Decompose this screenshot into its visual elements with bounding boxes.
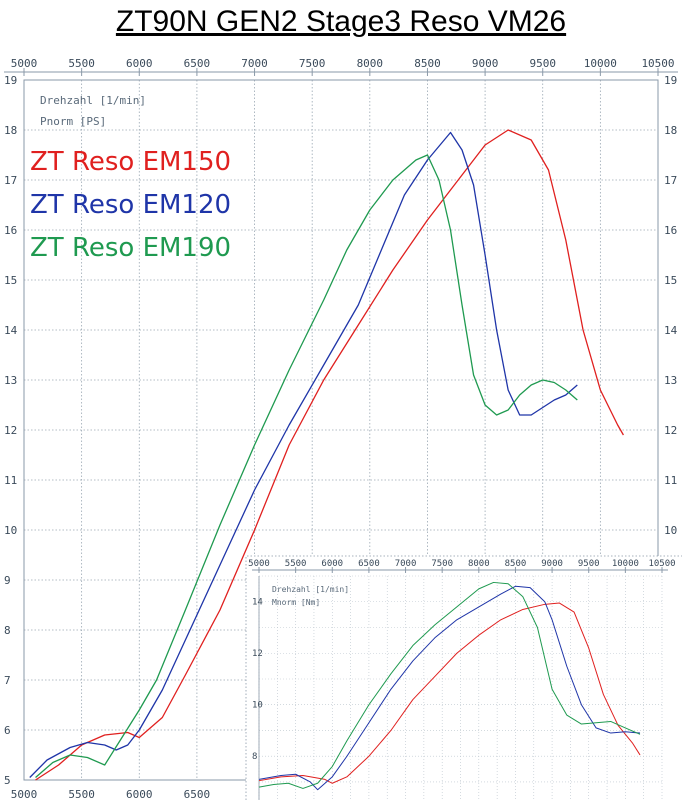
x-tick-label-top: 9500	[529, 57, 556, 70]
y-tick-label-right: 10	[664, 524, 677, 537]
inset-y-tick-label: 8	[252, 752, 257, 762]
inset-x-tick-label: 6500	[358, 559, 380, 569]
x-tick-label-top: 6000	[126, 57, 153, 70]
y-tick-label-left: 7	[4, 674, 11, 687]
inset-x-tick-label: 7500	[431, 559, 453, 569]
inset-y-tick-label: 14	[252, 598, 263, 608]
inset-x-tick-label: 10000	[612, 559, 639, 569]
x-tick-label-top: 8000	[357, 57, 384, 70]
x-tick-label-top: 7500	[299, 57, 326, 70]
inset-y-tick-label: 12	[252, 649, 263, 659]
legend-entry-1: ZT Reso EM150	[30, 147, 231, 177]
x-tick-label-bottom: 5000	[11, 788, 38, 800]
power-series-line-1	[35, 129, 624, 781]
power-chart: 5000 5500 6000 6500 7000 7500 8000 8500 9000 9500…	[4, 57, 678, 800]
torque-series-line-2	[258, 585, 641, 791]
y-tick-label-left: 18	[4, 124, 17, 137]
y-axis-label: Pnorm [PS]	[40, 115, 106, 128]
y-tick-label-left: 8	[4, 624, 11, 637]
inset-y-axis-label: Mnorm [Nm]	[272, 598, 320, 607]
x-tick-label-top: 9000	[472, 57, 499, 70]
y-tick-label-right: 11	[664, 474, 677, 487]
inset-x-tick-label: 7000	[395, 559, 417, 569]
y-tick-label-left: 6	[4, 724, 11, 737]
y-tick-label-left: 16	[4, 224, 17, 237]
x-tick-label-top: 8500	[414, 57, 441, 70]
y-tick-label-left: 19	[4, 74, 17, 87]
power-series-line-3	[35, 154, 578, 778]
x-tick-label-top: 5500	[68, 57, 95, 70]
legend-entry-2: ZT Reso EM120	[30, 190, 231, 220]
y-tick-label-left: 13	[4, 374, 17, 387]
y-tick-label-right: 18	[664, 124, 677, 137]
y-tick-label-left: 17	[4, 174, 17, 187]
torque-series-line-3	[258, 581, 641, 789]
y-tick-label-left: 11	[4, 474, 17, 487]
x-tick-label-bottom: 6500	[184, 788, 211, 800]
x-tick-label-bottom: 6000	[126, 788, 153, 800]
y-tick-label-right: 13	[664, 374, 677, 387]
y-tick-label-left: 14	[4, 324, 18, 337]
x-axis-label: Drehzahl [1/min]	[40, 94, 146, 107]
inset-x-tick-label: 9000	[541, 559, 563, 569]
x-tick-label-top: 10000	[584, 57, 617, 70]
x-tick-label-top: 10500	[641, 57, 674, 70]
torque-series-line-1	[258, 602, 641, 784]
x-tick-label-top: 7000	[241, 57, 268, 70]
inset-x-tick-label: 8000	[468, 559, 490, 569]
legend-entry-3: ZT Reso EM190	[30, 233, 231, 263]
inset-background	[246, 556, 682, 800]
inset-x-tick-label: 10500	[648, 559, 675, 569]
inset-y-tick-label: 10	[252, 701, 263, 711]
inset-x-tick-label: 8500	[505, 559, 527, 569]
inset-x-tick-label: 9500	[578, 559, 600, 569]
torque-inset-chart: 5000 5500 6000 6500 7000 7500 8000 8500 9000 9500…	[245, 555, 682, 800]
y-tick-label-left: 5	[4, 774, 11, 787]
y-tick-label-right: 19	[664, 74, 677, 87]
inset-x-tick-label: 5000	[248, 559, 270, 569]
y-tick-label-right: 12	[664, 424, 677, 437]
y-tick-label-right: 16	[664, 224, 677, 237]
inset-x-tick-label: 6000	[321, 559, 343, 569]
inset-outline	[245, 555, 682, 800]
y-tick-label-right: 17	[664, 174, 677, 187]
x-tick-label-top: 5000	[11, 57, 38, 70]
x-tick-label-top: 6500	[184, 57, 211, 70]
inset-x-axis-label: Drehzahl [1/min]	[272, 585, 349, 594]
y-tick-label-left: 9	[4, 574, 11, 587]
x-tick-label-bottom: 5500	[68, 788, 95, 800]
y-tick-label-right: 15	[664, 274, 677, 287]
inset-x-tick-label: 5500	[285, 559, 307, 569]
chart-title: ZT90N GEN2 Stage3 Reso VM26	[115, 5, 567, 38]
y-tick-label-right: 14	[664, 324, 678, 337]
y-tick-label-left: 15	[4, 274, 17, 287]
y-tick-label-left: 12	[4, 424, 17, 437]
y-tick-label-left: 10	[4, 524, 17, 537]
